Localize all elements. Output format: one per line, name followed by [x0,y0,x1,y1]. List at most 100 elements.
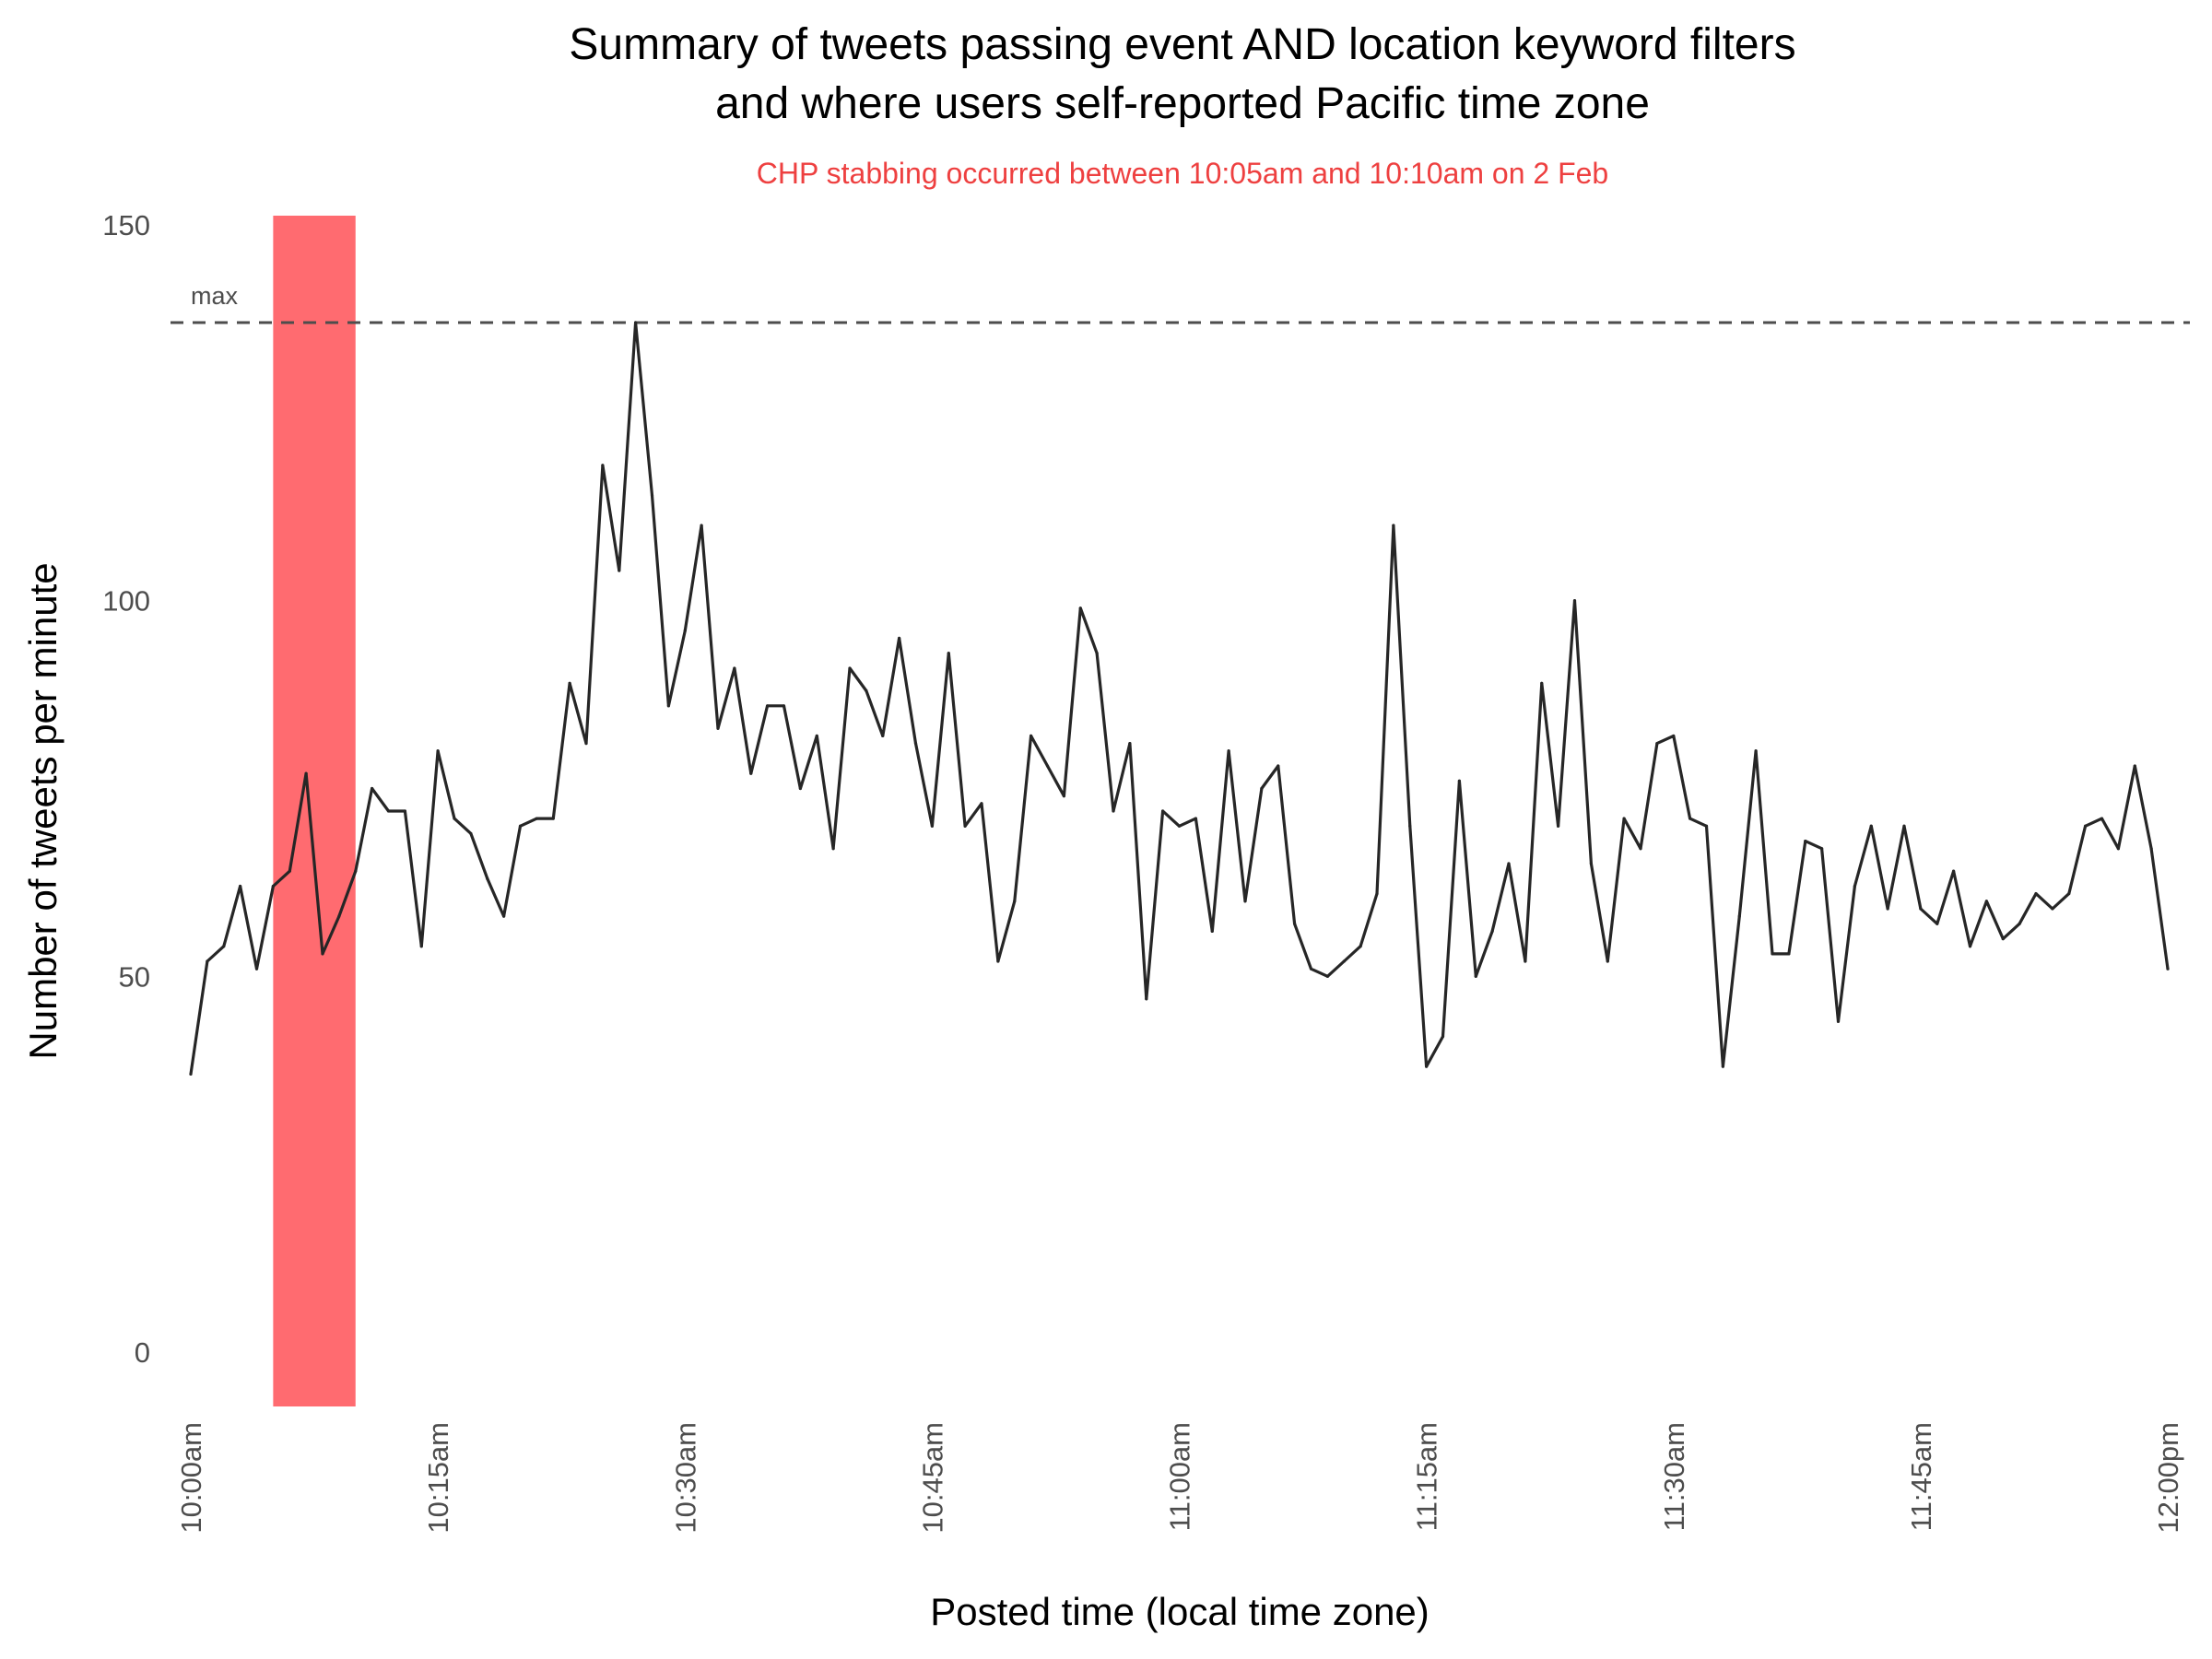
data-point [206,959,209,963]
data-point [189,1072,193,1076]
data-point [700,524,703,527]
data-point [1194,817,1197,820]
data-point [1704,824,1709,828]
data-point [2001,936,2005,941]
data-point [535,817,538,820]
data-point [1804,839,1807,843]
data-point [551,817,555,820]
x-tick-label: 10:00am [175,1422,207,1534]
y-tick-label: 50 [119,960,150,993]
data-point [2051,907,2054,911]
data-point [436,749,440,753]
data-point [1869,824,1873,828]
data-point [930,824,934,828]
data-point [2149,847,2153,851]
data-point [1293,922,1297,925]
x-tick-label: 11:00am [1164,1422,1196,1531]
data-point [254,967,259,971]
y-tick-label: 100 [102,585,150,618]
data-point [898,636,901,641]
data-point [1737,914,1741,918]
chart-subtitle: CHP stabbing occurred between 10:05am an… [757,157,1608,190]
data-point [1210,929,1214,934]
data-point [1277,764,1280,768]
data-point [1688,817,1692,820]
y-axis-title: Number of tweets per minute [21,562,65,1059]
data-point [1589,862,1593,865]
data-point [1507,862,1511,865]
data-point [1112,809,1115,813]
chart-title-line1: Summary of tweets passing event AND loca… [569,20,1795,69]
data-point [1325,974,1329,978]
data-point [2116,847,2120,851]
data-point [1540,681,1544,685]
data-point [848,666,852,670]
data-point [782,704,786,708]
data-point [1524,959,1527,963]
x-axis-title: Posted time (local time zone) [930,1590,1430,1633]
data-point [1787,952,1791,956]
data-point [1672,734,1676,738]
max-line-label: max [191,282,239,310]
data-point [1425,1065,1429,1068]
data-point [1441,1034,1445,1039]
data-point [486,877,489,880]
y-tick-label: 150 [102,209,150,241]
data-point [469,831,473,836]
data-point [1853,884,1856,888]
data-point [1375,892,1379,896]
data-point [947,652,950,655]
data-point [1474,974,1477,978]
data-point [2034,892,2038,896]
x-axis-ticks: 10:00am 10:15am 10:30am 10:45am 11:00am 11:15… [175,1422,2184,1534]
data-point [354,869,358,873]
data-point [634,321,638,324]
data-point [666,704,670,708]
data-point [1457,779,1461,782]
data-point [1886,907,1889,911]
x-tick-label: 11:45am [1905,1422,1937,1531]
data-point [502,914,506,918]
data-point [222,945,226,948]
data-point [337,914,341,918]
data-point [1820,847,1824,851]
chart-title-line2: and where users self-reported Pacific ti… [715,79,1650,128]
data-point [2100,817,2104,820]
data-point [2018,922,2021,925]
data-point [798,786,802,791]
data-point [618,569,621,572]
data-point [1902,824,1906,828]
data-point [1013,900,1017,903]
data-point [1572,599,1577,603]
data-point [2067,892,2071,896]
data-point [881,734,885,738]
data-point [1177,824,1182,828]
data-point [865,688,868,693]
data-point [1062,794,1065,798]
data-point [321,952,324,956]
data-point [749,771,753,775]
data-point [1161,809,1165,813]
data-point [1952,869,1956,873]
data-point [1490,929,1494,934]
data-point [1095,652,1099,655]
data-point [1243,900,1247,903]
data-point [1260,786,1264,791]
data-point [1639,847,1642,851]
data-point [1392,524,1395,527]
data-point [584,741,588,746]
x-tick-label: 11:15am [1411,1422,1443,1531]
data-point [1721,1065,1724,1068]
data-point [716,726,720,730]
x-tick-label: 10:30am [669,1422,701,1534]
data-point [650,493,654,498]
data-point [518,824,523,828]
data-point [386,809,391,813]
data-point [1309,967,1313,971]
data-point [1227,749,1230,753]
data-point [1622,817,1626,820]
data-point [1655,741,1659,746]
data-point [683,629,687,632]
data-point [1045,764,1050,768]
data-point [2166,967,2170,971]
